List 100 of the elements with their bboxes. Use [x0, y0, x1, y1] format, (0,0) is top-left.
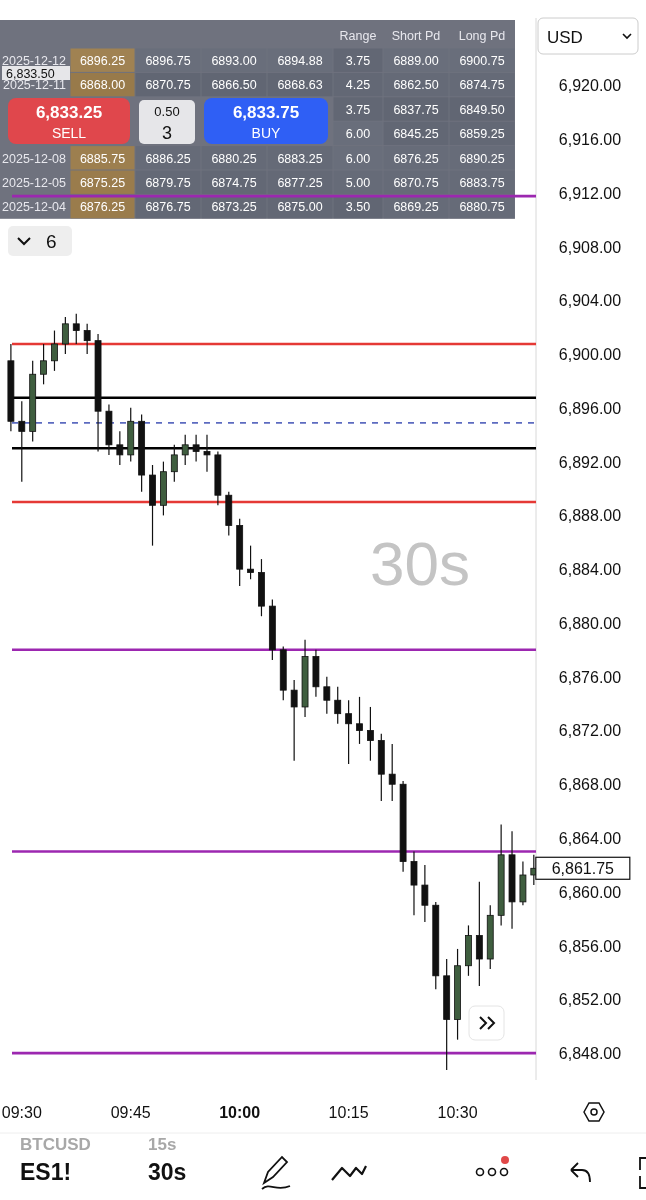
candlestick — [83, 323, 91, 355]
y-tick-label: 6,888.00 — [558, 507, 622, 525]
data-label: 6900.75 — [459, 54, 505, 68]
y-tick-label: 6,904.00 — [558, 292, 622, 310]
data-label: 6896.25 — [79, 54, 126, 68]
candlestick — [323, 676, 331, 715]
data-label: 6896.75 — [145, 54, 191, 68]
y-tick-label: 6,900.00 — [558, 346, 622, 364]
annotation: 0.50 — [154, 104, 180, 119]
data-label: 6883.75 — [459, 176, 505, 190]
data-label: 6893.00 — [211, 54, 257, 68]
data-label: 6868.63 — [277, 78, 323, 93]
text: BTCUSD — [20, 1135, 91, 1154]
candlestick — [367, 706, 374, 762]
data-label: 6874.75 — [459, 78, 505, 93]
x-tick-label: 10:30 — [437, 1104, 478, 1121]
x-tick-label: 09:30 — [1, 1104, 42, 1121]
y-tick-label: 6,848.00 — [558, 1045, 622, 1063]
data-label: 6876.75 — [145, 200, 191, 215]
candlestick — [203, 434, 211, 473]
candlestick — [72, 313, 80, 345]
data-label: 5.00 — [345, 176, 371, 190]
data-label: 6849.50 — [459, 102, 505, 117]
annotation: 6,861.75 — [551, 860, 615, 878]
data-label: 3.75 — [345, 102, 371, 117]
candlestick — [116, 430, 124, 466]
data-label: 6877.25 — [277, 176, 323, 190]
candlestick — [356, 696, 363, 745]
candlestick — [51, 329, 58, 372]
data-label: 6883.25 — [277, 151, 323, 166]
data-label: 6894.88 — [277, 54, 323, 68]
text: 15s — [148, 1135, 177, 1154]
candlestick — [181, 434, 189, 466]
y-tick-label: 6,876.00 — [558, 668, 622, 686]
data-label: 6879.75 — [145, 176, 191, 190]
data-label: 6870.75 — [393, 176, 439, 190]
annotation: 3 — [161, 123, 173, 143]
candlestick — [290, 679, 298, 762]
data-label: 3.50 — [345, 200, 371, 215]
data-label: 6880.25 — [211, 151, 257, 166]
data-label: 6866.50 — [211, 78, 257, 93]
y-tick-label: 2025-12-05 — [2, 176, 67, 190]
y-tick-label: 2025-12-11 — [2, 78, 67, 93]
data-label: 6876.25 — [79, 200, 126, 215]
x-tick-label: Long Pd — [458, 29, 506, 43]
annotation: 30s — [370, 529, 470, 598]
data-label: 6874.75 — [211, 176, 257, 190]
data-label: 6889.00 — [393, 54, 439, 68]
y-tick-label: 2025-12-04 — [2, 200, 67, 215]
data-label: 6880.75 — [459, 200, 505, 215]
annotation: 6,833.25 — [35, 103, 103, 122]
candlestick — [170, 444, 178, 483]
data-label: 6876.25 — [393, 151, 439, 166]
data-label: 6869.25 — [393, 200, 439, 215]
text: 30s — [148, 1159, 187, 1185]
data-label: 6.00 — [345, 151, 371, 166]
candlestick — [334, 686, 342, 725]
data-label: 6875.25 — [79, 176, 126, 190]
y-tick-label: 6,884.00 — [558, 561, 622, 579]
data-label: 6875.00 — [277, 200, 323, 215]
y-tick-label: 6,880.00 — [558, 614, 622, 632]
candlestick — [475, 881, 483, 987]
candlestick — [421, 864, 429, 923]
y-tick-label: 6,908.00 — [558, 238, 622, 256]
candlestick — [247, 545, 254, 580]
text: ES1! — [20, 1159, 72, 1185]
annotation: 6,833.50 — [6, 67, 55, 81]
x-tick-label: Short Pd — [391, 29, 441, 43]
y-tick-label: 6,864.00 — [558, 830, 622, 848]
annotation: 6,833.75 — [232, 103, 300, 122]
data-label: 6886.25 — [145, 151, 191, 166]
x-tick-label: 10:00 — [219, 1104, 261, 1121]
candlestick — [18, 400, 26, 483]
data-label: 6885.75 — [79, 151, 126, 166]
candlestick — [40, 343, 47, 385]
y-tick-label: 6,852.00 — [558, 991, 622, 1009]
text: USD — [547, 28, 583, 47]
y-tick-label: 6,860.00 — [558, 883, 622, 901]
data-label: 6868.00 — [79, 78, 126, 93]
data-label: 6.00 — [345, 127, 371, 142]
candlestick — [61, 316, 69, 355]
candlestick — [192, 434, 200, 463]
data-label: 4.25 — [345, 78, 371, 93]
candlestick — [345, 699, 353, 765]
y-tick-label: 6,916.00 — [558, 130, 622, 148]
y-tick-label: 6,920.00 — [558, 77, 622, 95]
y-tick-label: 2025-12-08 — [2, 151, 67, 166]
data-label: 6837.75 — [393, 102, 439, 117]
annotation: BUY — [251, 125, 282, 141]
annotation: 6 — [46, 231, 57, 252]
data-label: 6873.25 — [211, 200, 257, 215]
y-tick-label: 6,856.00 — [558, 937, 622, 955]
y-tick-label: 6,872.00 — [558, 722, 622, 740]
data-label: 6870.75 — [145, 78, 191, 93]
candlestick — [388, 743, 396, 802]
data-label: 6859.25 — [459, 127, 505, 142]
data-label: 6890.25 — [459, 151, 505, 166]
data-label: 6845.25 — [393, 127, 439, 142]
x-tick-label: 10:15 — [328, 1104, 369, 1121]
candlestick — [410, 850, 418, 916]
